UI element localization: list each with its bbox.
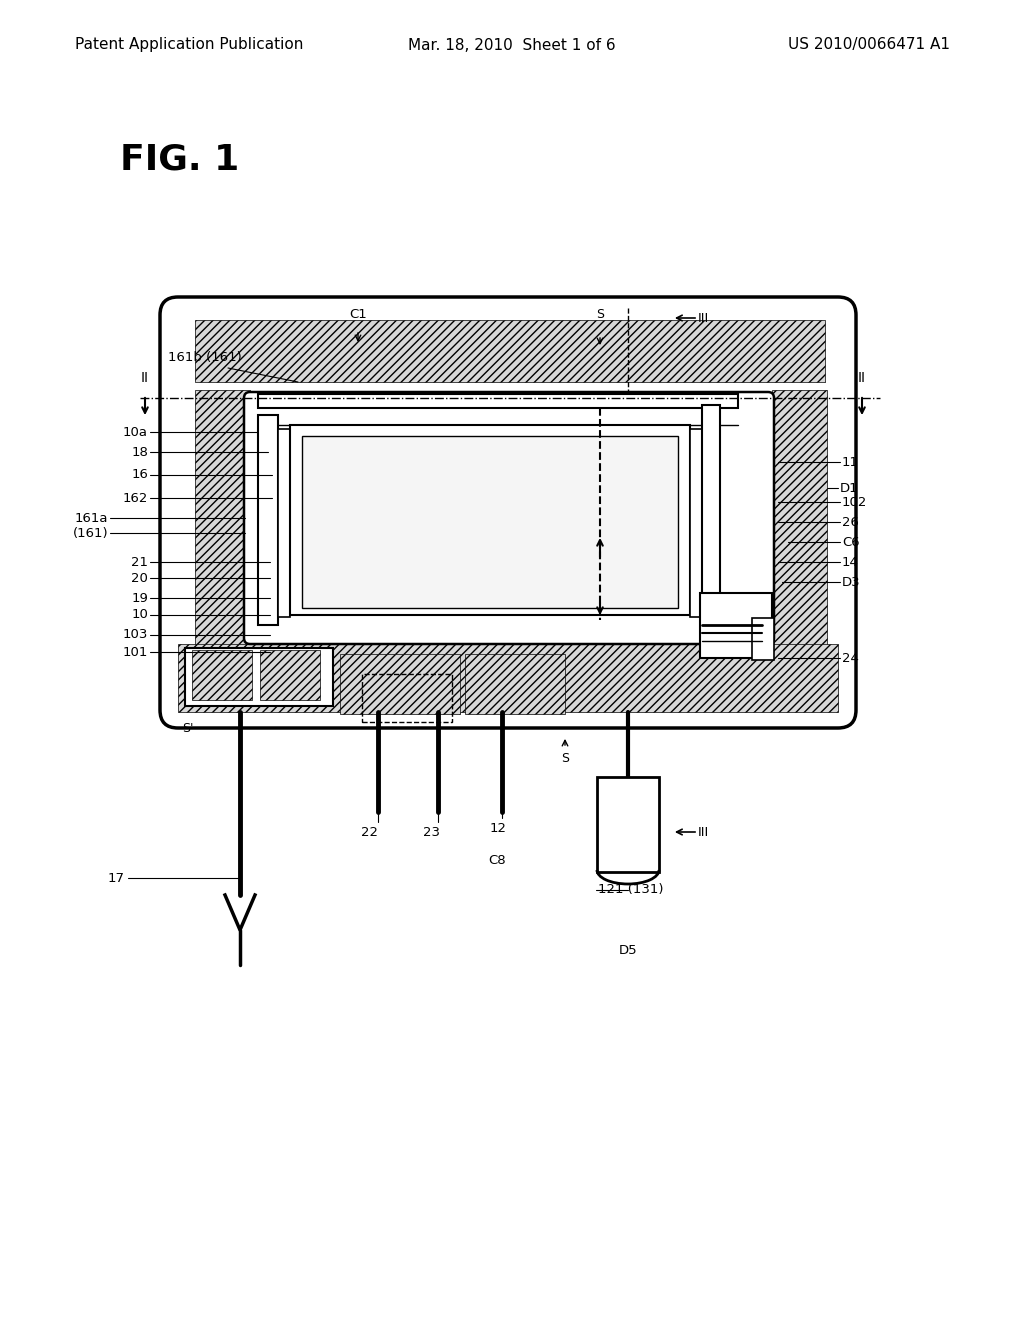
Text: 121 (131): 121 (131): [598, 883, 664, 896]
Bar: [195, 389, 250, 648]
Bar: [195, 657, 825, 708]
Text: 18: 18: [131, 446, 148, 458]
Bar: [702, 405, 720, 615]
Text: 161a: 161a: [75, 511, 108, 524]
FancyBboxPatch shape: [160, 297, 856, 729]
Text: 102: 102: [842, 495, 867, 508]
Text: S: S: [596, 309, 604, 322]
Text: 162: 162: [123, 491, 148, 504]
Bar: [290, 425, 690, 615]
Text: S': S': [182, 722, 194, 734]
Bar: [690, 429, 702, 616]
Text: II: II: [141, 371, 150, 385]
Bar: [258, 414, 278, 624]
Text: 22: 22: [361, 825, 379, 838]
Text: C6: C6: [842, 536, 859, 549]
Text: 12: 12: [489, 821, 507, 834]
Bar: [260, 649, 319, 700]
Text: FIG. 1: FIG. 1: [120, 143, 240, 177]
Bar: [362, 675, 452, 722]
Text: C1: C1: [349, 309, 367, 322]
Bar: [258, 393, 738, 408]
Text: 16: 16: [131, 469, 148, 482]
Bar: [195, 319, 825, 381]
FancyBboxPatch shape: [244, 392, 774, 644]
Text: Patent Application Publication: Patent Application Publication: [75, 37, 303, 53]
Text: 24: 24: [842, 652, 859, 664]
Text: III: III: [698, 312, 710, 325]
Text: D3: D3: [842, 576, 860, 589]
Text: 26: 26: [842, 516, 859, 528]
Text: 20: 20: [131, 572, 148, 585]
Text: 19: 19: [131, 591, 148, 605]
Bar: [193, 649, 252, 700]
Text: II: II: [858, 371, 866, 385]
Text: D1: D1: [840, 482, 859, 495]
Text: Mar. 18, 2010  Sheet 1 of 6: Mar. 18, 2010 Sheet 1 of 6: [409, 37, 615, 53]
Text: 161b (161): 161b (161): [168, 351, 242, 364]
Bar: [278, 429, 290, 616]
Bar: [302, 436, 678, 609]
Text: US 2010/0066471 A1: US 2010/0066471 A1: [788, 37, 950, 53]
Text: 23: 23: [424, 825, 440, 838]
Bar: [752, 618, 774, 660]
Text: S: S: [561, 751, 569, 764]
Text: 101: 101: [123, 645, 148, 659]
Text: (161): (161): [73, 527, 108, 540]
Text: 103: 103: [123, 628, 148, 642]
Text: 10a: 10a: [123, 425, 148, 438]
Bar: [772, 389, 827, 648]
Text: 21: 21: [131, 556, 148, 569]
Text: C8: C8: [488, 854, 506, 866]
Bar: [340, 653, 460, 714]
Text: 11: 11: [842, 455, 859, 469]
Text: 10: 10: [131, 609, 148, 622]
Bar: [178, 644, 838, 711]
Text: 14: 14: [842, 556, 859, 569]
Text: III: III: [698, 825, 710, 838]
Bar: [465, 653, 565, 714]
Bar: [597, 777, 659, 873]
Text: D5: D5: [618, 944, 637, 957]
Text: 17: 17: [108, 871, 125, 884]
Bar: [185, 648, 333, 706]
Bar: [700, 593, 772, 657]
